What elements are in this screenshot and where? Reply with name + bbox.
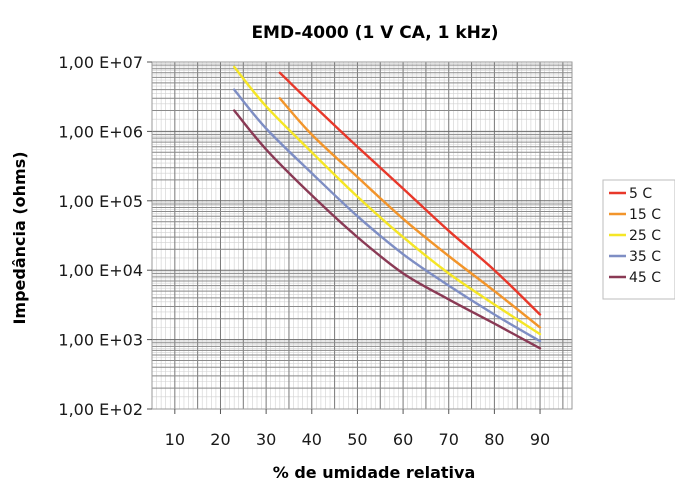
y-axis-ticks: 1,00 E+02 1,00 E+03 1,00 E+04 1,00 E+05 1,00…	[58, 53, 152, 419]
y-tick-label: 1,00 E+07	[58, 53, 143, 72]
legend-items: 5 C 15 C 25 C 35 C 45 C	[609, 186, 661, 286]
series-layer	[233, 65, 542, 350]
plot-border	[151, 61, 573, 410]
y-tick-label: 1,00 E+06	[58, 122, 143, 141]
x-axis-title: % de umidade relativa	[273, 463, 476, 482]
chart-title: EMD-4000 (1 V CA, 1 kHz)	[251, 23, 498, 43]
x-tick-label: 50	[347, 430, 367, 449]
series-line-5-c	[278, 71, 542, 316]
x-tick-label: 30	[256, 430, 276, 449]
x-tick-label: 80	[484, 430, 504, 449]
y-axis-title: Impedância (ohms)	[10, 151, 29, 324]
plot-area	[151, 61, 573, 410]
x-tick-label: 60	[393, 430, 413, 449]
x-axis-ticks: 10 20 30 40 50 60 70 80 90	[165, 409, 550, 449]
series-line-45-c	[233, 109, 542, 350]
legend-box	[602, 179, 675, 300]
x-tick-label: 20	[210, 430, 230, 449]
legend: 5 C 15 C 25 C 35 C 45 C	[602, 179, 675, 300]
x-tick-label: 90	[530, 430, 550, 449]
y-tick-label: 1,00 E+03	[58, 331, 143, 350]
legend-label: 15 C	[629, 207, 661, 223]
legend-label: 25 C	[629, 228, 661, 244]
legend-label: 5 C	[629, 186, 652, 202]
x-tick-label: 10	[165, 430, 185, 449]
legend-label: 45 C	[629, 270, 661, 286]
x-tick-label: 40	[302, 430, 322, 449]
series-line-15-c	[278, 97, 542, 329]
y-tick-label: 1,00 E+05	[58, 192, 143, 211]
series-line-25-c	[233, 65, 542, 336]
x-tick-label: 70	[439, 430, 459, 449]
y-tick-label: 1,00 E+02	[58, 400, 143, 419]
y-tick-label: 1,00 E+04	[58, 261, 143, 280]
legend-label: 35 C	[629, 249, 661, 265]
series-line-35-c	[233, 88, 542, 343]
